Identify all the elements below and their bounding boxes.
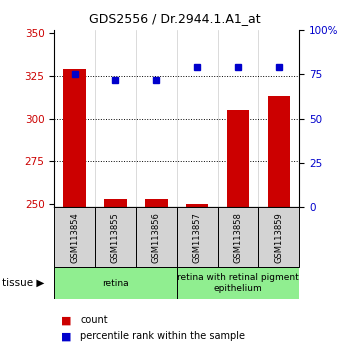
Text: GSM113859: GSM113859 (274, 212, 284, 263)
Bar (227, 110, 249, 354)
FancyBboxPatch shape (177, 207, 218, 267)
Bar (268, 96, 290, 354)
FancyBboxPatch shape (54, 207, 95, 267)
FancyBboxPatch shape (258, 207, 299, 267)
Text: count: count (80, 315, 108, 325)
Bar (186, 204, 208, 354)
Text: percentile rank within the sample: percentile rank within the sample (80, 331, 245, 341)
Text: retina: retina (102, 279, 129, 288)
Bar (145, 199, 168, 354)
FancyBboxPatch shape (95, 207, 136, 267)
Text: GSM113856: GSM113856 (152, 212, 161, 263)
Text: retina with retinal pigment
epithelium: retina with retinal pigment epithelium (177, 274, 299, 293)
Bar (104, 199, 127, 354)
Text: GSM113858: GSM113858 (233, 212, 243, 263)
Text: ■: ■ (61, 331, 72, 341)
FancyBboxPatch shape (54, 267, 177, 299)
FancyBboxPatch shape (136, 207, 177, 267)
Text: tissue ▶: tissue ▶ (2, 278, 44, 288)
FancyBboxPatch shape (177, 267, 299, 299)
Text: GSM113857: GSM113857 (193, 212, 202, 263)
FancyBboxPatch shape (218, 207, 258, 267)
Text: GSM113855: GSM113855 (111, 212, 120, 263)
Text: GDS2556 / Dr.2944.1.A1_at: GDS2556 / Dr.2944.1.A1_at (89, 12, 261, 25)
Text: ■: ■ (61, 315, 72, 325)
Bar (63, 69, 86, 354)
Text: GSM113854: GSM113854 (70, 212, 79, 263)
